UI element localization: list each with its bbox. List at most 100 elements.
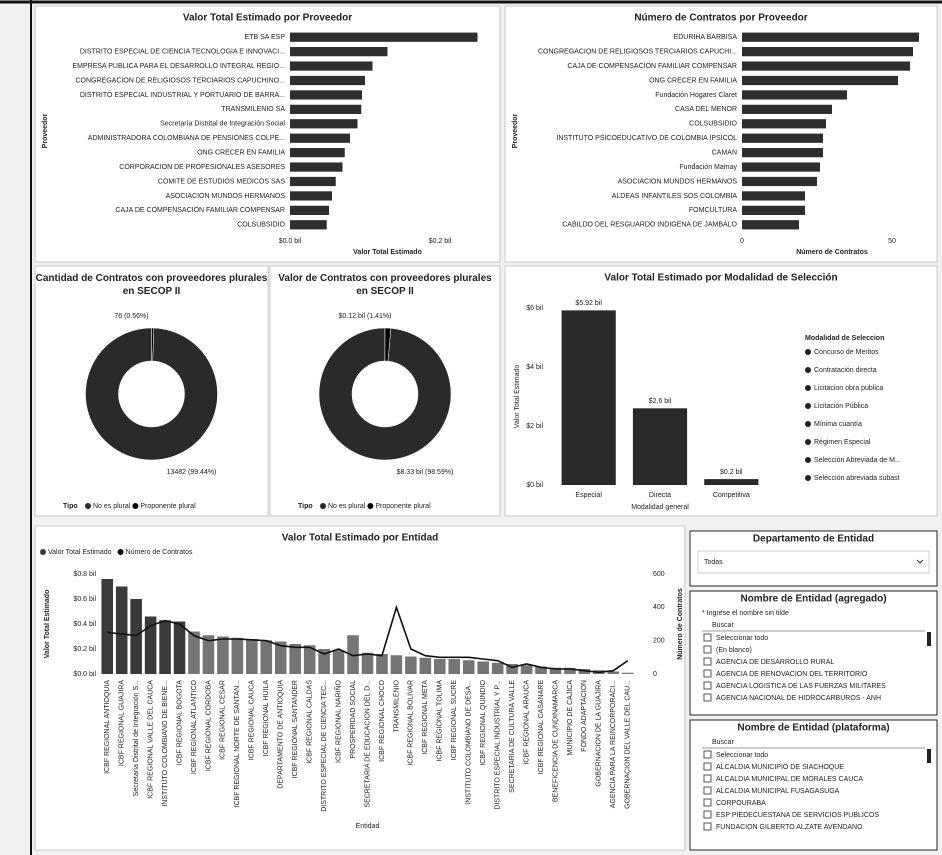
search-box[interactable]: Buscar bbox=[712, 622, 734, 629]
y-tick-label: ONG CRECER EN FAMILIA bbox=[197, 149, 285, 156]
panel bbox=[269, 265, 501, 517]
bar bbox=[549, 667, 562, 674]
data-label: $0.12 bil (1.41%) bbox=[339, 313, 392, 320]
checkbox[interactable] bbox=[703, 786, 712, 795]
y-tick-label: EDURIHA BARBISA bbox=[674, 34, 738, 41]
x-tick-label: ICBF REGIONAL NORTE DE SANTAN... bbox=[234, 680, 241, 808]
y2-axis-label: Número de Contratos bbox=[677, 588, 684, 660]
x-tick-label: ICBF REGIONAL SANTANDER bbox=[292, 680, 299, 778]
y-tick-label: ONG CRECER EN FAMILIA bbox=[649, 77, 737, 84]
legend-marker bbox=[805, 421, 811, 427]
bar bbox=[742, 61, 910, 71]
slicer-item[interactable]: AGENCIA NACIONAL DE HIDROCARBUROS - ANH bbox=[716, 695, 881, 702]
checkbox[interactable] bbox=[703, 774, 712, 783]
bar bbox=[290, 220, 327, 230]
search-box[interactable]: Buscar bbox=[712, 739, 734, 746]
x-tick-label: DEPARTAMENTO DE ANTIOQUIA bbox=[278, 680, 285, 789]
y-tick-label: CAMAN bbox=[712, 149, 737, 156]
y-tick-label: Secretaría Distrital de Integración Soci… bbox=[160, 121, 285, 128]
checkbox[interactable] bbox=[703, 810, 712, 819]
bar bbox=[290, 191, 332, 201]
y-axis-label: Valor Total Estimado bbox=[514, 365, 521, 429]
x-tick-label: ICBF REGIONAL CORDOBA bbox=[205, 680, 212, 771]
bar bbox=[405, 656, 417, 674]
x-tick-label: ICBF REGIONAL META bbox=[422, 680, 429, 755]
slicer-item[interactable]: ESP PIEDECUESTANA DE SERVICIOS PUBLICOS bbox=[716, 812, 879, 819]
line bbox=[107, 604, 629, 674]
checkbox[interactable] bbox=[703, 798, 712, 807]
x-tick-label: TRANSMILENIO bbox=[393, 679, 400, 732]
x-tick-label: Competitiva bbox=[713, 492, 750, 499]
slicer-item[interactable]: FUNDACION GILBERTO ALZATE AVENDANO bbox=[716, 824, 863, 831]
dropdown-value: Todas bbox=[704, 559, 723, 566]
y2-tick-label: 400 bbox=[653, 604, 665, 611]
x-tick-label: ICBF REGIONAL ANTIOQUIA bbox=[104, 680, 111, 774]
bar bbox=[742, 148, 823, 158]
bar bbox=[130, 599, 142, 674]
bar bbox=[704, 479, 759, 485]
slicer-title: Nombre de Entidad (plataforma) bbox=[737, 723, 889, 734]
checkbox[interactable] bbox=[703, 762, 712, 771]
slicer-hint: * Ingrese el nombre sin tilde bbox=[702, 610, 789, 617]
legend-marker bbox=[320, 503, 326, 509]
legend-title: Tipo bbox=[298, 503, 313, 510]
slicer-item[interactable]: (En blanco) bbox=[716, 647, 752, 654]
bar bbox=[742, 133, 823, 143]
dropdown[interactable] bbox=[697, 550, 930, 574]
legend-label: Concurso de Meritos bbox=[814, 349, 879, 356]
bar bbox=[290, 47, 388, 57]
checkbox[interactable] bbox=[703, 657, 712, 666]
bar bbox=[318, 649, 330, 674]
data-label: $8.33 bil (98.59%) bbox=[397, 469, 454, 476]
checkbox[interactable] bbox=[703, 645, 712, 654]
bar bbox=[290, 75, 365, 86]
x-tick-label: ICBF REGIONAL VALLE DEL CAUCA bbox=[147, 680, 154, 799]
data-label: $0.2 bil bbox=[720, 469, 743, 476]
x-tick-label: INSTITUTO COLOMBIANO DE BIENE... bbox=[162, 680, 169, 807]
bar bbox=[231, 637, 244, 674]
slicer-item[interactable]: AGENCIA LOGISTICA DE LAS FUERZAS MILITAR… bbox=[716, 683, 886, 690]
slicer-item[interactable]: ALCALDIA MUNICIPAL DE MORALES CAUCA bbox=[716, 776, 863, 783]
y-tick-label: EMPRESA PUBLICA PARA EL DESARROLLO INTEG… bbox=[72, 63, 285, 70]
checkbox[interactable] bbox=[703, 633, 712, 642]
legend-label: Régimen Especial bbox=[814, 439, 871, 446]
legend-title: Modalidad de Seleccion bbox=[805, 335, 884, 342]
legend-label: Contratación directa bbox=[814, 367, 877, 374]
chart-title: Valor Total Estimado por Proveedor bbox=[183, 13, 352, 24]
bar bbox=[506, 664, 518, 674]
slicer-item[interactable]: CORPOURABA bbox=[716, 800, 766, 807]
chart-title: Cantidad de Contratos con proveedores pl… bbox=[36, 273, 268, 297]
data-label: $5.92 bil bbox=[575, 300, 602, 307]
bar bbox=[742, 104, 832, 114]
y2-tick-label: 200 bbox=[653, 638, 665, 645]
x-tick-label: SECRETARIA DE EDUCACION DEL D... bbox=[364, 680, 371, 808]
checkbox[interactable] bbox=[703, 681, 712, 690]
bar bbox=[290, 32, 478, 42]
bar bbox=[434, 659, 446, 674]
y-tick-label: ALDEAS INFANTILES SOS COLOMBIA bbox=[612, 193, 738, 200]
checkbox[interactable] bbox=[703, 822, 712, 831]
data-label: $2.6 bil bbox=[649, 398, 672, 405]
y-axis-label: Valor Total Estimado bbox=[44, 590, 51, 659]
checkbox[interactable] bbox=[703, 693, 712, 702]
slicer-item[interactable]: ALCALDIA MUNICIPAL FUSAGASUGA bbox=[716, 788, 840, 795]
bar bbox=[632, 408, 688, 485]
legend-marker bbox=[132, 503, 139, 509]
bar bbox=[376, 654, 388, 674]
bar bbox=[202, 635, 215, 674]
checkbox[interactable] bbox=[703, 669, 712, 678]
y-tick-label: Fundación Hogares Claret bbox=[655, 92, 737, 99]
checkbox[interactable] bbox=[703, 750, 712, 759]
legend-label: Valor Total Estimado bbox=[48, 549, 112, 556]
slicer-item[interactable]: AGENCIA DE DESARROLLO RURAL bbox=[716, 659, 834, 666]
bar bbox=[303, 645, 316, 674]
slicer-item[interactable]: ALCALDIA MUNICIPIO DE SIACHOQUE bbox=[716, 764, 844, 771]
x-tick-label: SECRETARIA DE CULTURA VALLE bbox=[509, 680, 516, 793]
dropdown-arrow bbox=[916, 559, 924, 564]
y-tick-label: COLSUBSIDIO bbox=[689, 121, 737, 128]
slicer-item[interactable]: Seleccionar todo bbox=[716, 635, 768, 642]
bar bbox=[290, 90, 362, 100]
slicer-item[interactable]: AGENCIA DE RENOVACION DEL TERRITORIO bbox=[716, 671, 868, 678]
slicer-title: Nombre de Entidad (agregado) bbox=[740, 594, 886, 605]
slicer-item[interactable]: Seleccionar todo bbox=[716, 752, 768, 759]
